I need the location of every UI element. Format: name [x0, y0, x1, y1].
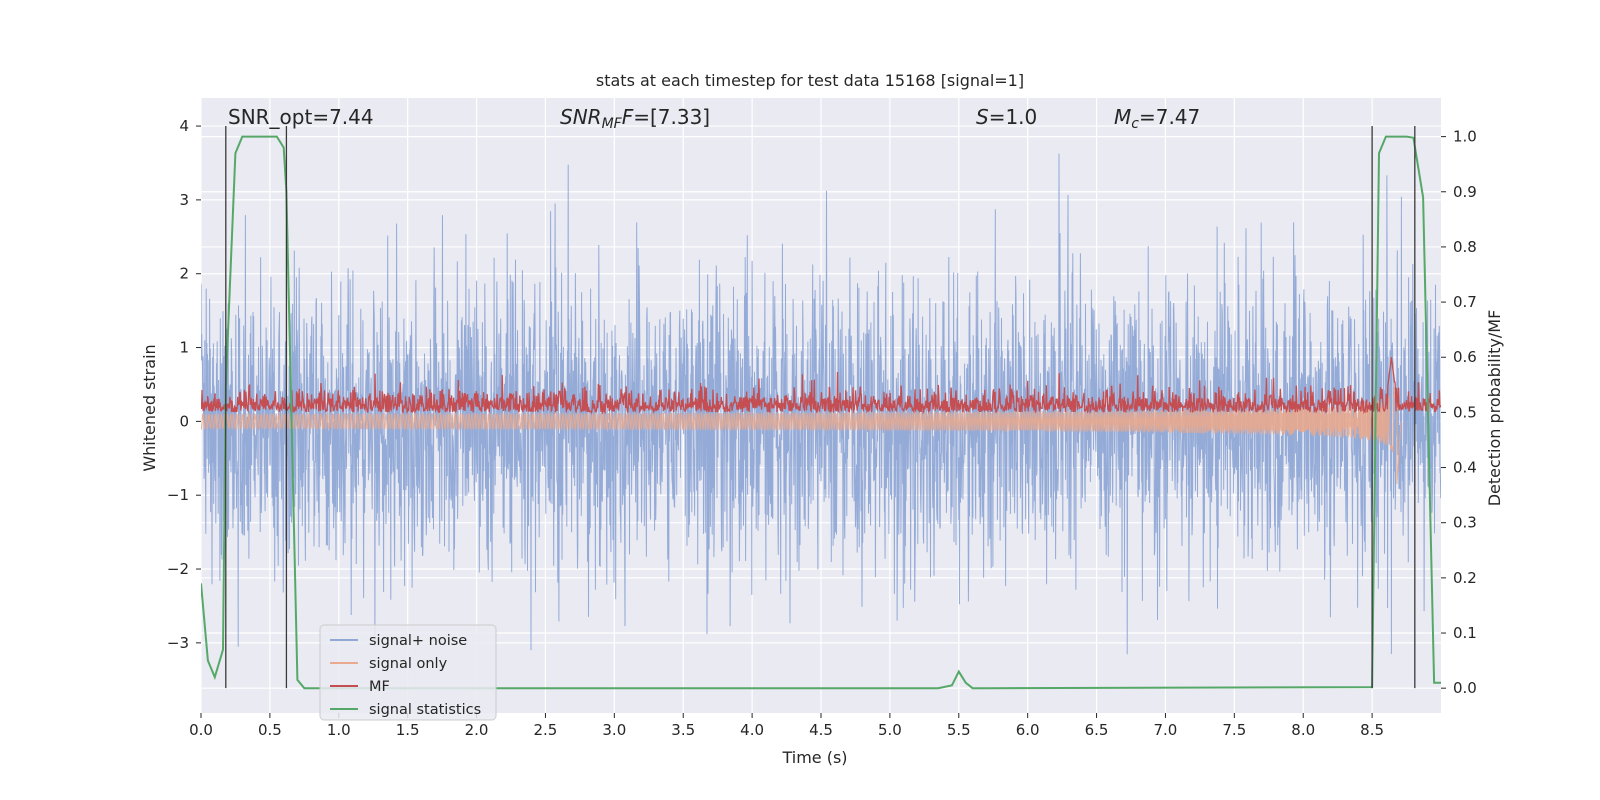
x-tick-label: 6.5 — [1085, 721, 1109, 739]
series-layer — [201, 135, 1441, 690]
chart-title: stats at each timestep for test data 151… — [596, 71, 1024, 90]
x-axis-label: Time (s) — [781, 748, 847, 767]
x-tick-label: 5.5 — [947, 721, 971, 739]
y-right-tick-label: 0.7 — [1453, 293, 1477, 311]
y-left-tick-label: −1 — [167, 486, 189, 504]
legend: signal+ noise signal only MF signal stat… — [319, 624, 497, 721]
x-tick-label: 0.5 — [258, 721, 282, 739]
legend-label-signal-noise: signal+ noise — [369, 633, 467, 649]
y-axis-label-left: Whitened strain — [140, 344, 159, 471]
y-right-tick-label: 0.4 — [1453, 459, 1477, 477]
x-tick-label: 7.5 — [1222, 721, 1246, 739]
y-left-tick-label: 4 — [179, 117, 189, 135]
y-left-tick-label: −3 — [167, 634, 189, 652]
series-mf — [201, 357, 1441, 415]
x-tick-label: 1.5 — [396, 721, 420, 739]
x-tick-label: 8.0 — [1291, 721, 1315, 739]
series-signal-statistics — [201, 135, 1441, 690]
y-right-tick-label: 0.0 — [1453, 679, 1477, 697]
y-right-tick-label: 0.3 — [1453, 514, 1477, 532]
x-tick-label: 8.5 — [1360, 721, 1384, 739]
x-tick-label: 2.5 — [534, 721, 558, 739]
y-left-tick-label: 0 — [179, 412, 189, 430]
y-left-tick-label: 3 — [179, 191, 189, 209]
mc-main: M — [1114, 105, 1131, 129]
series-signal-only — [201, 387, 1402, 485]
y-left-tick-label: 1 — [179, 339, 189, 357]
x-tick-label: 6.0 — [1016, 721, 1040, 739]
y-right-tick-label: 1.0 — [1453, 128, 1477, 146]
y-right-tick-label: 0.2 — [1453, 569, 1477, 587]
legend-label-signal-only: signal only — [369, 656, 448, 672]
snr-mf-main: SNR — [560, 105, 602, 129]
x-tick-label: 3.5 — [671, 721, 695, 739]
annotation-s: S=1.0 — [976, 105, 1037, 129]
ticks: 0.0 0.5 1.0 1.5 2.0 2.5 3.0 3.5 4.0 4.5 5.0 5.5 6.0 6… — [167, 117, 1477, 739]
x-tick-label: 4.5 — [809, 721, 833, 739]
s-main: S — [976, 105, 989, 129]
legend-box — [319, 624, 497, 721]
legend-label-mf: MF — [369, 679, 390, 695]
vertical-markers — [225, 126, 1416, 689]
y-right-tick-label: 0.6 — [1453, 348, 1477, 366]
y-right-tick-label: 0.8 — [1453, 238, 1477, 256]
x-tick-label: 5.0 — [878, 721, 902, 739]
mc-sub: c — [1131, 116, 1139, 132]
y-left-tick-label: −2 — [167, 560, 189, 578]
snr-mf-f: F — [622, 105, 634, 129]
snr-mf-sub: MF — [602, 116, 623, 132]
x-tick-label: 7.0 — [1154, 721, 1178, 739]
series-signal-noise — [201, 153, 1441, 655]
s-value: =1.0 — [989, 105, 1038, 129]
x-tick-label: 2.0 — [465, 721, 489, 739]
x-tick-label: 1.0 — [327, 721, 351, 739]
y-right-tick-label: 0.9 — [1453, 183, 1477, 201]
legend-label-signal-statistics: signal statistics — [369, 702, 481, 718]
y-right-tick-label: 0.5 — [1453, 403, 1477, 421]
x-tick-label: 3.0 — [602, 721, 626, 739]
x-tick-label: 4.0 — [740, 721, 764, 739]
y-left-tick-label: 2 — [179, 265, 189, 283]
annotation-mc: Mc=7.47 — [1114, 105, 1200, 132]
annotation-snr-mf: SNRMFF=[7.33] — [560, 105, 710, 132]
y-axis-label-right: Detection probability/MF — [1485, 310, 1504, 507]
annotation-snr-opt: SNR_opt=7.44 — [228, 105, 374, 129]
x-tick-label: 0.0 — [189, 721, 213, 739]
mc-value: =7.47 — [1139, 105, 1200, 129]
snr-mf-value: =[7.33] — [633, 105, 710, 129]
y-right-tick-label: 0.1 — [1453, 624, 1477, 642]
